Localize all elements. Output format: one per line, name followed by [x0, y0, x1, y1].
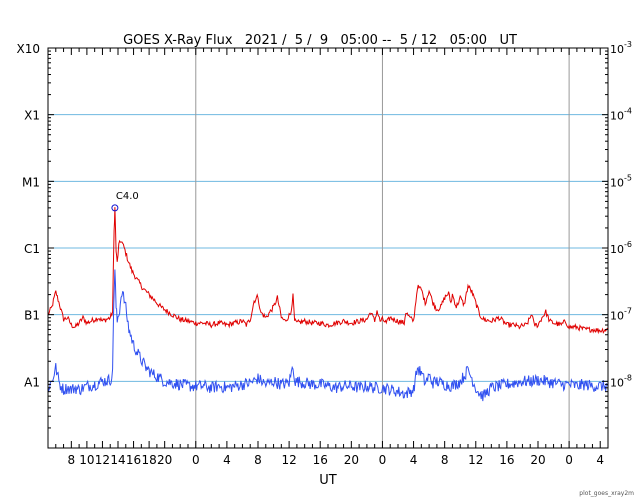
right-axis-label-exponent: -3 — [624, 40, 632, 49]
peak-label: C4.0 — [116, 191, 139, 202]
series-layer — [47, 207, 609, 402]
series-long-wave-line — [47, 207, 609, 335]
x-tick-label: 12 — [95, 453, 110, 467]
right-axis-label-exponent: -4 — [624, 107, 632, 116]
right-axis-label-base: 10 — [610, 310, 624, 323]
right-axis-label-base: 10 — [610, 243, 624, 256]
right-axis-label: 10-4 — [610, 107, 632, 123]
left-axis-label: X10 — [17, 42, 41, 56]
left-axis-label: M1 — [22, 175, 40, 189]
right-axis-label: 10-5 — [610, 173, 632, 189]
right-axis-label-exponent: -8 — [624, 373, 632, 382]
right-axis-label-base: 10 — [610, 110, 624, 123]
annotation-layer: C4.0 — [111, 191, 139, 212]
x-tick-label: 20 — [157, 453, 172, 467]
left-axis-label: X1 — [24, 109, 40, 123]
x-tick-label: 18 — [141, 453, 156, 467]
left-axis-label: A1 — [24, 375, 40, 389]
x-tick-label: 20 — [344, 453, 359, 467]
chart-title: GOES X-Ray Flux 2021 / 5 / 9 05:00 -- 5 … — [123, 33, 517, 48]
peak-marker — [111, 204, 119, 212]
right-axis-label-base: 10 — [610, 43, 624, 56]
x-tick-label: 8 — [254, 453, 262, 467]
series-short-wave-line — [47, 269, 609, 402]
x-tick-label: 16 — [499, 453, 514, 467]
x-axis-title: UT — [319, 473, 337, 488]
right-axis-label-exponent: -5 — [624, 173, 632, 182]
left-axis-label: B1 — [24, 309, 40, 323]
right-axis-label: 10-3 — [610, 40, 632, 56]
x-tick-label: 20 — [530, 453, 545, 467]
x-tick-label: 8 — [68, 453, 76, 467]
x-tick-label: 16 — [313, 453, 328, 467]
x-tick-label: 4 — [596, 453, 604, 467]
x-tick-label: 0 — [565, 453, 573, 467]
right-axis-label: 10-8 — [610, 373, 632, 389]
right-axis-label-base: 10 — [610, 376, 624, 389]
footer-note: plot_goes_xray2m — [579, 490, 634, 497]
x-tick-label: 0 — [379, 453, 387, 467]
right-axis-label-base: 10 — [610, 176, 624, 189]
right-axis-label: 10-7 — [610, 307, 632, 323]
left-axis-label: C1 — [24, 242, 40, 256]
right-axis-label-exponent: -7 — [624, 307, 632, 316]
x-tick-label: 8 — [441, 453, 449, 467]
x-tick-label: 14 — [110, 453, 125, 467]
x-tick-label: 10 — [79, 453, 94, 467]
right-axis-label: 10-6 — [610, 240, 632, 256]
x-tick-label: 0 — [192, 453, 200, 467]
right-axis-label-exponent: -6 — [624, 240, 632, 249]
grid-layer — [48, 48, 608, 448]
x-tick-label: 4 — [223, 453, 231, 467]
x-tick-label: 4 — [410, 453, 418, 467]
x-tick-label: 12 — [281, 453, 296, 467]
x-tick-label: 12 — [468, 453, 483, 467]
x-tick-label: 16 — [126, 453, 141, 467]
